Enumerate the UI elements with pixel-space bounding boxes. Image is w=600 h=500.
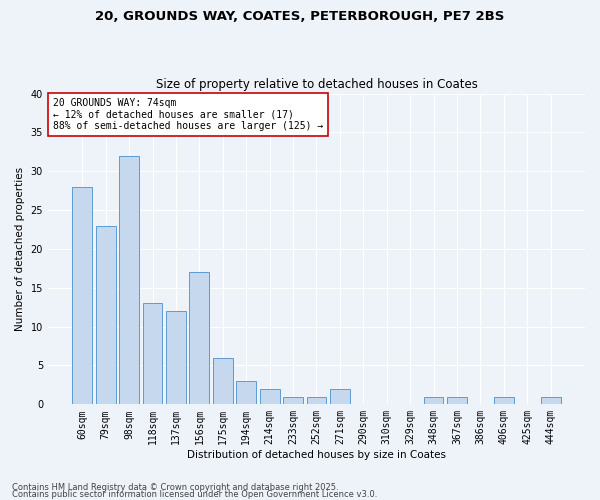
Bar xyxy=(73,187,92,404)
Bar xyxy=(143,304,163,404)
Bar xyxy=(330,389,350,404)
Bar xyxy=(283,396,303,404)
Bar xyxy=(166,311,186,404)
Y-axis label: Number of detached properties: Number of detached properties xyxy=(15,167,25,331)
Text: Contains public sector information licensed under the Open Government Licence v3: Contains public sector information licen… xyxy=(12,490,377,499)
Bar xyxy=(190,272,209,404)
Text: 20, GROUNDS WAY, COATES, PETERBOROUGH, PE7 2BS: 20, GROUNDS WAY, COATES, PETERBOROUGH, P… xyxy=(95,10,505,23)
Bar xyxy=(260,389,280,404)
Bar xyxy=(424,396,443,404)
Title: Size of property relative to detached houses in Coates: Size of property relative to detached ho… xyxy=(155,78,478,91)
X-axis label: Distribution of detached houses by size in Coates: Distribution of detached houses by size … xyxy=(187,450,446,460)
Bar xyxy=(96,226,116,404)
Text: 20 GROUNDS WAY: 74sqm
← 12% of detached houses are smaller (17)
88% of semi-deta: 20 GROUNDS WAY: 74sqm ← 12% of detached … xyxy=(53,98,323,132)
Bar xyxy=(447,396,467,404)
Bar xyxy=(119,156,139,404)
Text: Contains HM Land Registry data © Crown copyright and database right 2025.: Contains HM Land Registry data © Crown c… xyxy=(12,484,338,492)
Bar xyxy=(213,358,233,405)
Bar xyxy=(541,396,560,404)
Bar xyxy=(494,396,514,404)
Bar xyxy=(307,396,326,404)
Bar xyxy=(236,381,256,404)
